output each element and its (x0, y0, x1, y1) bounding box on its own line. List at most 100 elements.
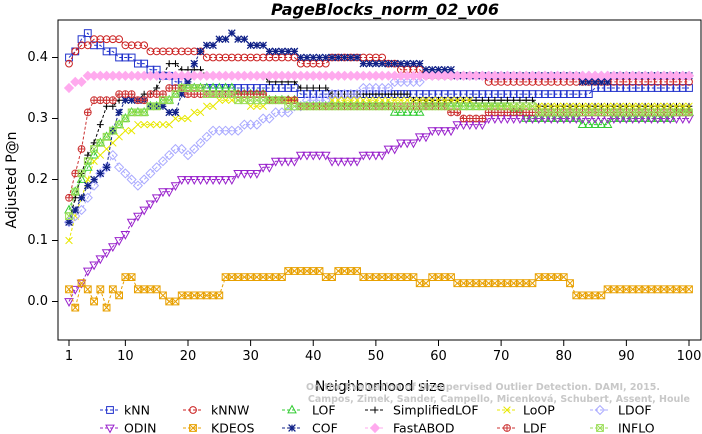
data-point-cof (346, 53, 355, 62)
data-point-kdeos (127, 273, 136, 281)
data-point-ldof (88, 180, 100, 191)
data-point-ldof (195, 137, 206, 149)
data-point-knn (566, 90, 574, 98)
data-point-odin (89, 261, 99, 271)
data-point-odin (239, 170, 250, 179)
data-point-loop (209, 102, 217, 111)
legend-item-knnw: kNNW (183, 403, 249, 418)
legend-marker-fastabod (369, 422, 381, 434)
data-point-knn (140, 59, 149, 68)
data-point-knnw (140, 41, 149, 50)
data-point-odin (389, 145, 400, 155)
legend-label-simplifiedlof: SimplifiedLOF (393, 403, 479, 418)
x-tick-label: 90 (618, 349, 635, 364)
data-point-odin (371, 151, 381, 161)
data-point-cof (422, 65, 430, 74)
data-point-lof (640, 113, 651, 122)
data-point-kdeos (171, 297, 180, 306)
y-tick-label: 0.4 (27, 50, 48, 65)
data-point-cof (71, 206, 80, 214)
data-point-odin (446, 127, 456, 137)
data-point-knnw (171, 47, 180, 56)
data-point-odin (220, 176, 231, 185)
data-point-knn (108, 47, 117, 56)
data-point-simplifiedlof (397, 90, 405, 98)
data-point-lof (609, 113, 619, 122)
data-point-ldf-cross (153, 90, 161, 98)
x-tick-label: 30 (242, 349, 259, 364)
data-point-ldf-cross (65, 194, 73, 202)
data-point-loop (196, 108, 205, 117)
data-point-lof (659, 113, 669, 122)
data-point-kdeos (215, 291, 224, 300)
data-point-lof (546, 113, 557, 122)
data-point-ldf-cross (71, 170, 79, 177)
x-tick-label: 60 (430, 349, 447, 364)
series-line-ldof (68, 75, 689, 223)
series-fastabod (63, 70, 695, 94)
data-point-knn (83, 29, 92, 38)
data-point-lof (89, 149, 99, 159)
data-point-cof (372, 59, 380, 68)
data-point-ldof (82, 192, 93, 203)
data-point-ldf-cross (165, 84, 173, 92)
data-point-odin (452, 121, 463, 131)
data-point-fastabod (63, 82, 75, 94)
series-knn (65, 29, 693, 98)
data-point-fastabod (683, 70, 695, 81)
data-point-inflo (152, 102, 161, 111)
data-point-knn (559, 90, 568, 98)
data-point-cof (265, 47, 274, 56)
data-point-kdeos (65, 285, 73, 294)
data-point-cof (90, 175, 98, 184)
data-point-inflo (165, 96, 174, 105)
data-point-lof (634, 113, 644, 122)
data-point-odin (345, 157, 356, 167)
data-point-knn (102, 47, 111, 56)
data-point-lof (527, 113, 538, 122)
y-tick-label: 0.3 (27, 111, 48, 126)
data-point-cof (440, 65, 449, 74)
data-point-lof (565, 113, 575, 122)
data-point-ldf-cross (140, 96, 148, 104)
legend-item-simplifiedlof: SimplifiedLOF (365, 403, 479, 418)
data-point-knn (609, 84, 618, 92)
legend-marker-cof (288, 424, 296, 432)
data-point-kdeos (528, 279, 537, 288)
data-point-kdeos (685, 285, 693, 294)
data-point-lof (458, 100, 469, 110)
data-point-knnw (108, 35, 117, 44)
data-point-ldf-cross (96, 96, 104, 104)
data-point-inflo (171, 90, 180, 98)
legend-marker-simplifiedlof (371, 406, 379, 414)
watermark-line-2: On the Evaluation of Unsupervised Outlie… (306, 382, 660, 393)
data-point-cof (171, 108, 180, 117)
data-point-odin (308, 151, 319, 161)
data-point-lof (414, 106, 425, 116)
data-point-ldof (126, 174, 137, 185)
data-point-cof (271, 47, 280, 56)
data-point-odin (302, 151, 312, 161)
data-point-cof (234, 35, 242, 44)
data-point-lof (540, 113, 550, 122)
data-point-loop (171, 114, 180, 123)
data-point-inflo (77, 169, 86, 178)
x-tick-label: 70 (493, 349, 510, 364)
data-point-lof (646, 113, 657, 122)
y-tick-label: 0.0 (27, 294, 48, 309)
data-point-lof (615, 113, 625, 122)
data-point-lof (402, 106, 413, 116)
data-point-inflo (108, 126, 117, 135)
data-point-odin (201, 176, 212, 185)
data-point-ldf-cross (472, 115, 480, 122)
data-point-simplifiedlof (165, 60, 173, 67)
data-point-knn (641, 84, 650, 92)
data-point-inflo (83, 157, 92, 166)
data-point-ldf-cross (78, 145, 85, 153)
data-point-cof (121, 96, 130, 105)
data-point-odin (158, 188, 168, 198)
data-point-odin (358, 151, 369, 161)
data-point-cof (202, 41, 211, 50)
data-point-odin (233, 170, 243, 179)
data-point-odin (383, 145, 394, 155)
